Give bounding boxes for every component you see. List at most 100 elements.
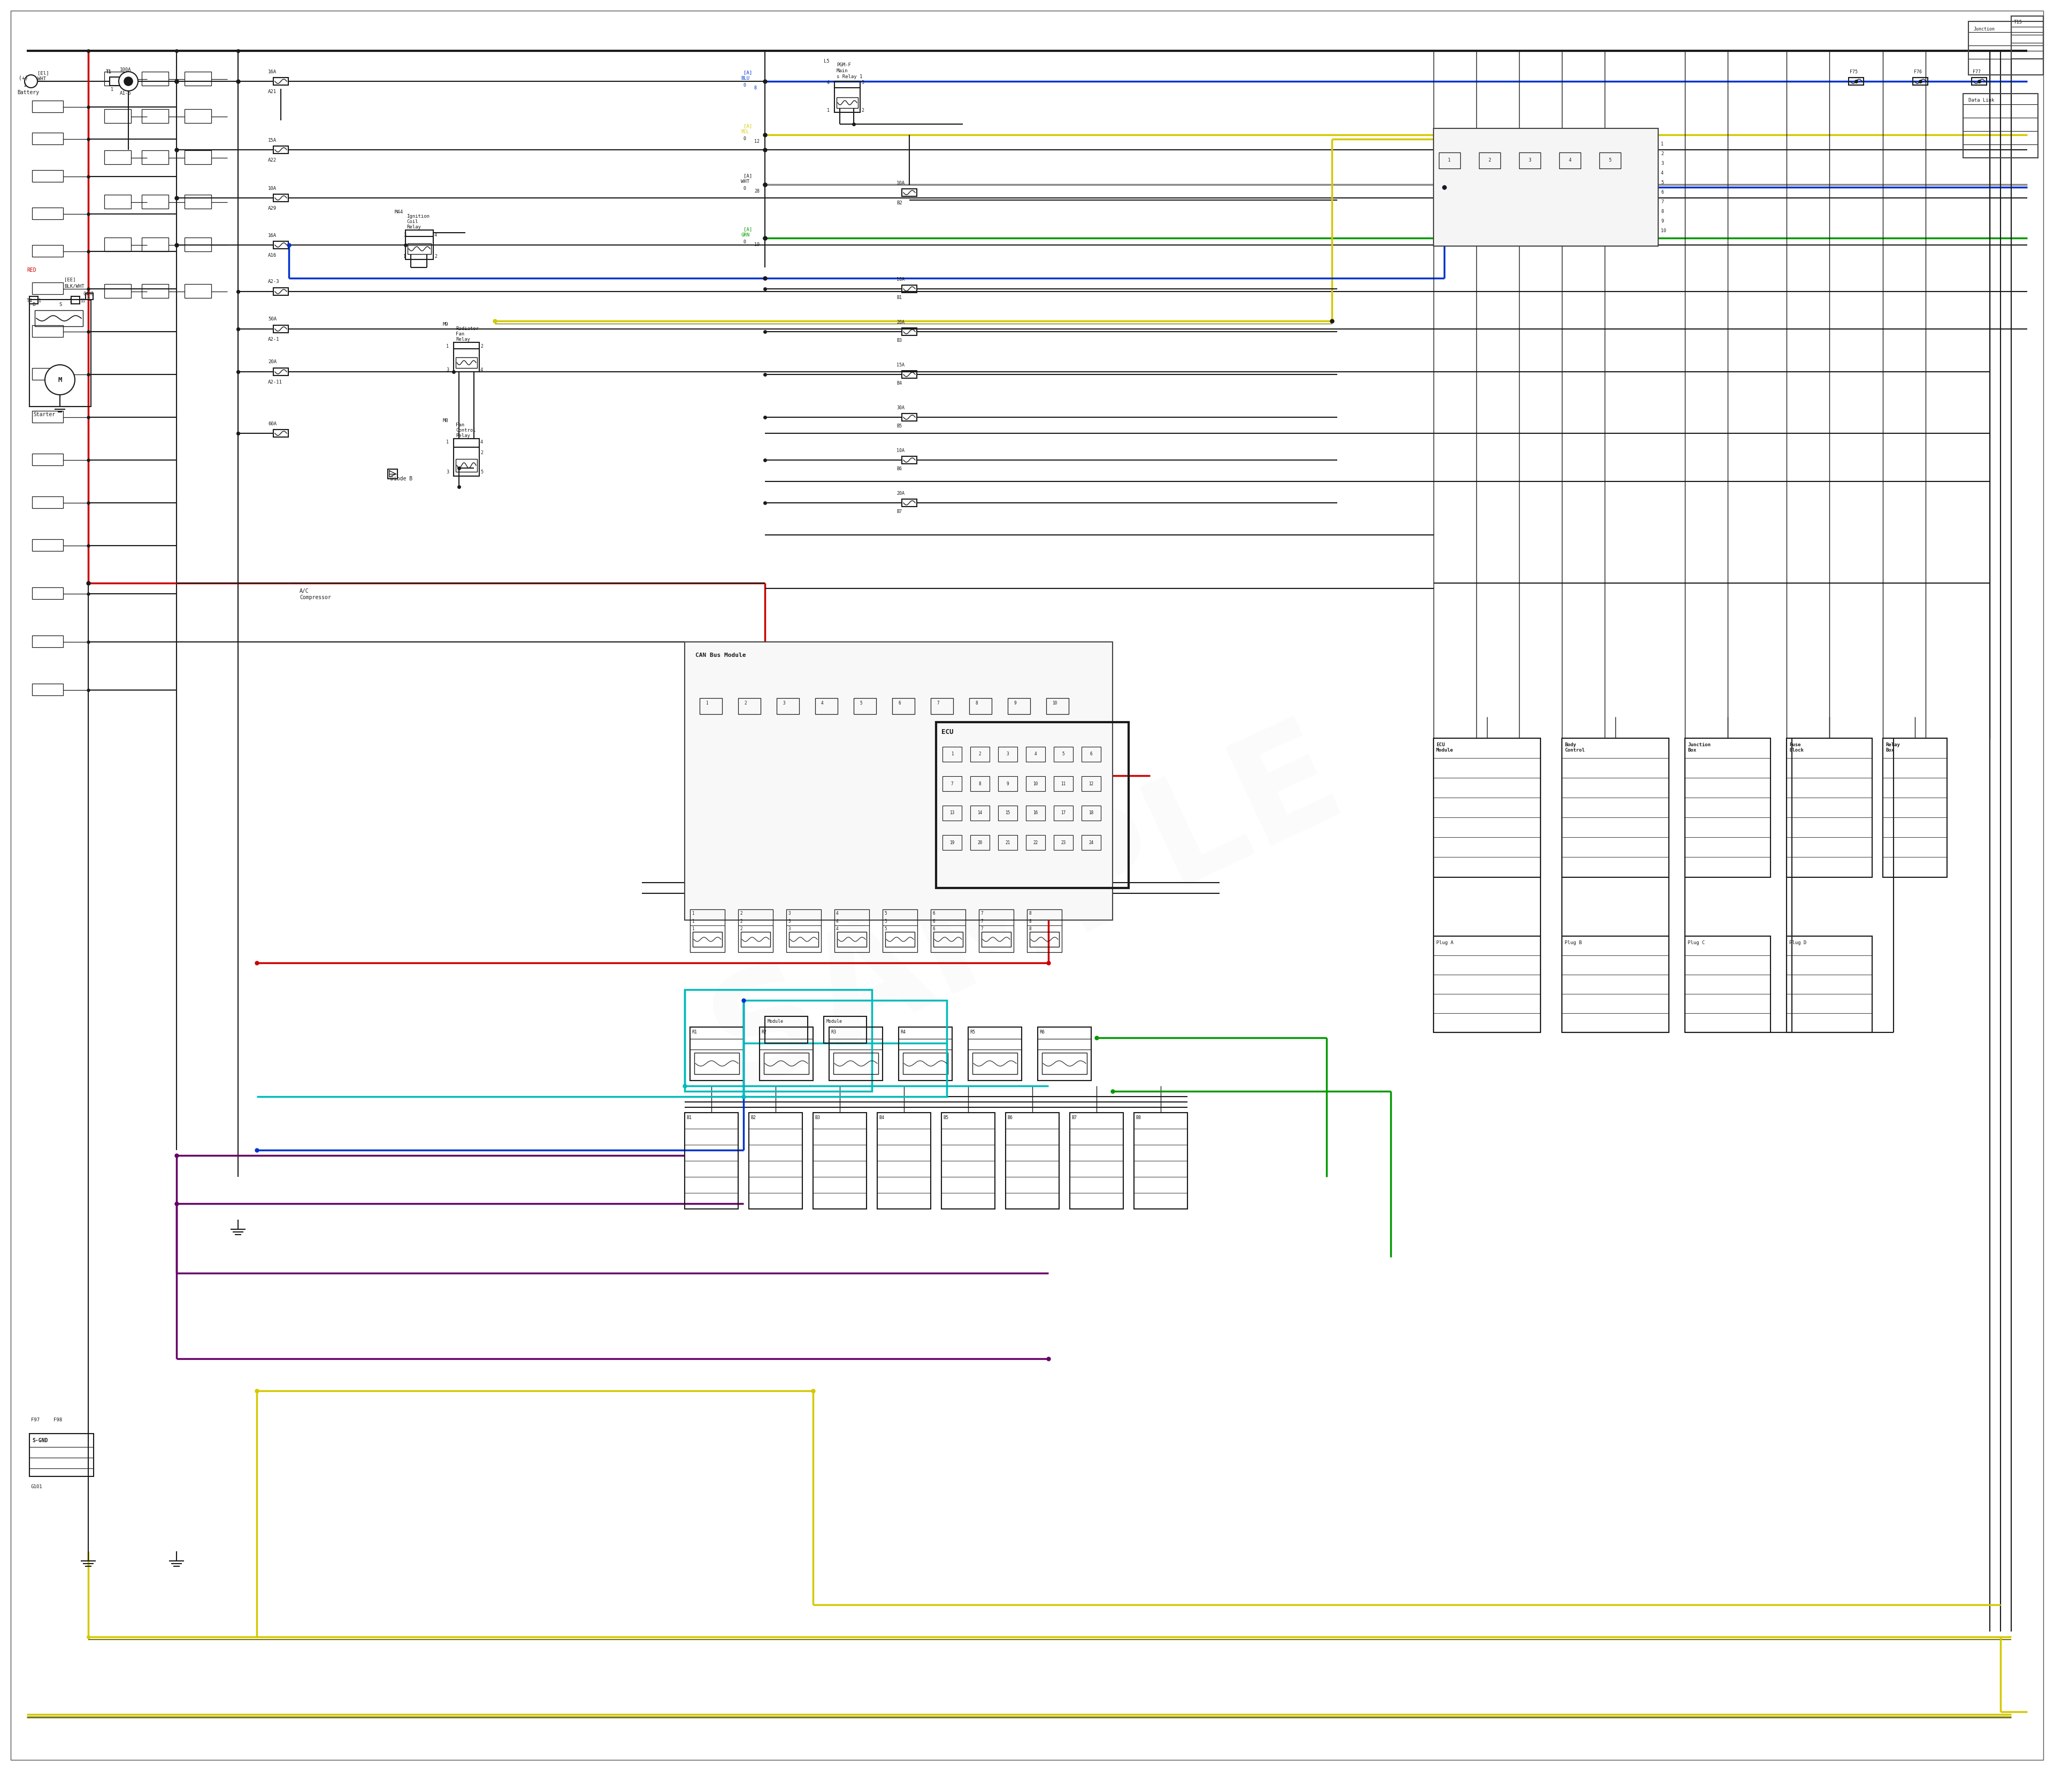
Bar [1964,93,2038,158]
Bar [737,909,772,952]
Text: M: M [58,376,62,383]
Text: 1: 1 [39,299,41,303]
Bar [273,430,288,437]
Text: 3: 3 [789,919,791,925]
Bar [33,283,64,294]
Bar [883,909,918,952]
Text: L5: L5 [824,59,830,65]
Bar [142,238,168,251]
Bar [1054,835,1072,849]
Text: 50A: 50A [267,317,277,321]
Bar [891,699,914,715]
Text: 4: 4 [836,910,838,916]
Text: 3: 3 [446,470,448,475]
Bar [1009,699,1031,715]
Text: 8: 8 [754,86,756,90]
Text: R1: R1 [692,1030,696,1034]
Text: 20A: 20A [267,360,277,364]
Bar [904,1052,947,1073]
Bar [1025,747,1045,762]
Text: 4: 4 [1662,170,1664,176]
Text: 1: 1 [951,753,953,756]
Bar [943,776,961,790]
Text: 28: 28 [754,188,760,194]
Text: 1: 1 [692,919,694,925]
Text: 10A: 10A [896,278,904,281]
Bar [764,1016,807,1043]
Text: A2-11: A2-11 [267,380,281,385]
Bar [824,1016,867,1043]
Text: B5: B5 [896,423,902,428]
Text: A1-6: A1-6 [119,91,131,95]
Text: 0: 0 [744,82,746,88]
Text: 3: 3 [789,926,791,932]
Bar [830,1027,883,1081]
Text: [A]: [A] [744,70,752,75]
Bar [33,453,64,466]
Bar [1041,1052,1087,1073]
Circle shape [45,366,74,394]
Bar [185,151,212,165]
Text: 5: 5 [1608,158,1612,163]
Text: 10: 10 [1033,781,1037,787]
Bar [105,109,131,124]
Bar [142,72,168,86]
Text: 1: 1 [828,108,830,113]
Text: 22: 22 [1033,840,1037,844]
Bar [1027,909,1062,952]
Bar [454,342,479,371]
Bar [943,806,961,821]
Text: 4: 4 [1035,753,1037,756]
Text: B3: B3 [815,1115,820,1120]
Bar [1434,935,1540,1032]
Text: B4: B4 [879,1115,883,1120]
Text: A2-1: A2-1 [267,337,279,342]
Text: Relay: Relay [407,224,421,229]
Text: 19: 19 [754,242,760,247]
Bar [185,285,212,297]
Text: 6: 6 [898,701,900,706]
Text: 60A: 60A [267,421,277,426]
Text: F98: F98 [53,1417,62,1423]
Text: Starter: Starter [33,412,55,418]
Text: 2: 2 [481,344,483,349]
Bar [692,932,723,946]
Bar [1434,129,1658,246]
Bar [33,539,64,550]
Bar [33,133,64,145]
Text: 15: 15 [1004,810,1011,815]
Bar [943,747,961,762]
Text: 6: 6 [1091,753,1093,756]
Bar [684,989,871,1091]
Text: 7: 7 [980,910,984,916]
Bar [937,722,1128,889]
Text: 2: 2 [1662,152,1664,156]
Bar [105,72,131,86]
Bar [1082,776,1101,790]
Circle shape [25,75,37,88]
Text: S-GND: S-GND [33,1437,47,1443]
Text: RED: RED [27,267,37,272]
Text: 1: 1 [446,344,448,349]
Text: Fan: Fan [456,423,464,428]
Text: 1: 1 [403,254,407,258]
Text: 1: 1 [446,439,448,444]
Bar [980,909,1013,952]
Text: 3: 3 [789,910,791,916]
Text: A29: A29 [267,206,277,211]
Text: 8: 8 [978,781,982,787]
Text: 7: 7 [980,919,984,925]
Text: B8: B8 [1136,1115,1140,1120]
Text: 5: 5 [481,470,483,475]
Bar [1025,835,1045,849]
Text: B7: B7 [896,509,902,514]
Text: 0: 0 [744,240,746,244]
Text: 18: 18 [1089,810,1093,815]
Text: B7: B7 [1072,1115,1076,1120]
Text: 11: 11 [80,299,84,303]
Bar [967,1027,1021,1081]
Text: 7: 7 [980,926,984,932]
Text: 20A: 20A [896,321,904,324]
Bar [185,109,212,124]
Text: 20: 20 [978,840,982,844]
